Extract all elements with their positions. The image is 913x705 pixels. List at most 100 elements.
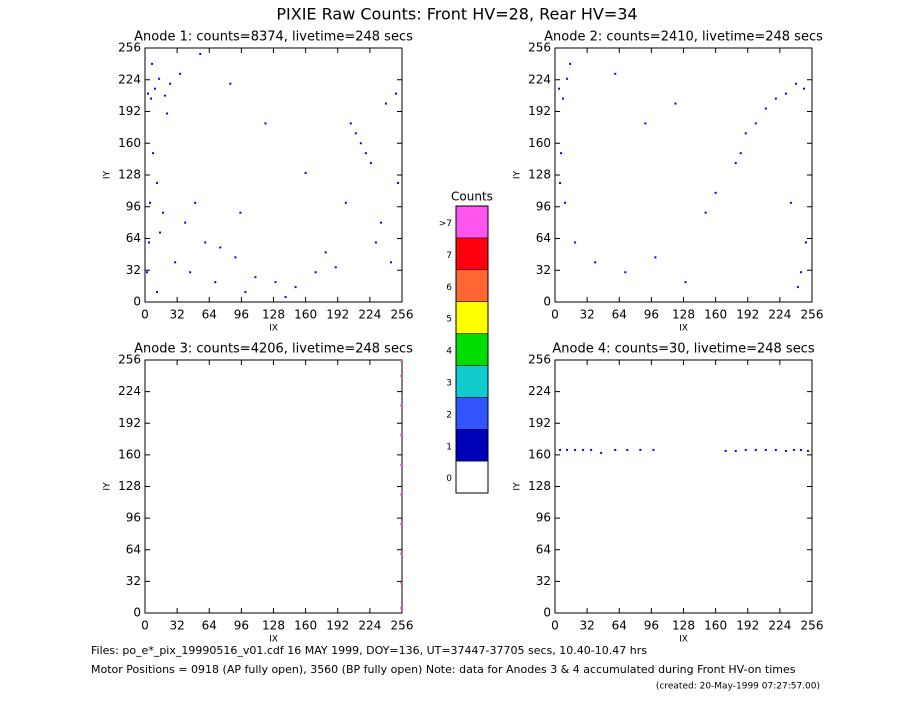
y-axis-label: IY bbox=[103, 482, 113, 491]
color-swatch bbox=[455, 269, 489, 302]
x-tick-label: 0 bbox=[141, 308, 149, 322]
x-tick-label: 0 bbox=[141, 619, 149, 633]
x-tick-label: 32 bbox=[169, 619, 184, 633]
point bbox=[399, 374, 402, 377]
x-tick-label: 192 bbox=[736, 619, 759, 633]
color-swatch bbox=[455, 428, 489, 462]
x-tick-label: 32 bbox=[169, 308, 184, 322]
y-tick-label: 96 bbox=[126, 199, 141, 213]
plot-frame bbox=[144, 47, 403, 303]
point bbox=[794, 82, 797, 85]
point bbox=[379, 221, 382, 224]
point bbox=[654, 256, 657, 259]
y-tick-label: 256 bbox=[118, 353, 141, 367]
x-tick-label: 256 bbox=[801, 619, 824, 633]
point bbox=[614, 72, 617, 75]
color-swatch bbox=[455, 365, 489, 398]
y-axis-label: IY bbox=[513, 170, 523, 179]
point bbox=[166, 112, 169, 115]
y-tick-label: 64 bbox=[536, 542, 551, 556]
point bbox=[304, 172, 307, 175]
y-tick-label: 32 bbox=[536, 263, 551, 277]
y-tick-label: 160 bbox=[528, 136, 551, 150]
point bbox=[594, 261, 597, 264]
y-axis-label: IY bbox=[103, 170, 113, 179]
point bbox=[399, 493, 402, 496]
x-tick-label: 224 bbox=[358, 308, 381, 322]
y-tick-label: 256 bbox=[528, 41, 551, 55]
point bbox=[806, 449, 809, 452]
point bbox=[804, 241, 807, 244]
point bbox=[744, 132, 747, 135]
point bbox=[349, 122, 352, 125]
x-tick-label: 224 bbox=[358, 619, 381, 633]
x-tick-label: 96 bbox=[644, 619, 659, 633]
point bbox=[644, 122, 647, 125]
colorbar-label: 0 bbox=[446, 474, 452, 484]
point bbox=[314, 271, 317, 274]
y-tick-label: 256 bbox=[118, 41, 141, 55]
plot-frame bbox=[554, 359, 813, 614]
point bbox=[399, 552, 402, 555]
x-tick-label: 64 bbox=[202, 619, 217, 633]
point bbox=[774, 97, 777, 100]
point bbox=[147, 92, 150, 95]
point bbox=[684, 281, 687, 284]
point bbox=[399, 463, 402, 466]
colorbar-label: 2 bbox=[446, 410, 452, 420]
y-tick-label: 192 bbox=[528, 104, 551, 118]
point bbox=[399, 359, 402, 362]
x-tick-label: 128 bbox=[262, 619, 285, 633]
x-tick-label: 256 bbox=[391, 308, 414, 322]
point bbox=[189, 271, 192, 274]
point bbox=[156, 291, 159, 294]
point bbox=[564, 201, 567, 204]
point bbox=[359, 142, 362, 145]
point bbox=[754, 448, 757, 451]
point bbox=[784, 92, 787, 95]
point bbox=[229, 82, 232, 85]
x-tick-label: 0 bbox=[551, 308, 559, 322]
point bbox=[156, 181, 159, 184]
point bbox=[799, 448, 802, 451]
y-tick-label: 32 bbox=[126, 263, 141, 277]
point bbox=[174, 261, 177, 264]
y-tick-label: 160 bbox=[528, 447, 551, 461]
point bbox=[744, 448, 747, 451]
point bbox=[239, 211, 242, 214]
x-tick-label: 192 bbox=[326, 308, 349, 322]
x-tick-label: 32 bbox=[579, 308, 594, 322]
x-tick-label: 96 bbox=[644, 308, 659, 322]
plot-frame bbox=[554, 47, 813, 303]
point bbox=[774, 448, 777, 451]
y-tick-label: 160 bbox=[118, 136, 141, 150]
point bbox=[582, 448, 585, 451]
x-tick-label: 160 bbox=[294, 619, 317, 633]
x-tick-label: 32 bbox=[579, 619, 594, 633]
color-swatch bbox=[455, 397, 489, 430]
y-tick-label: 224 bbox=[118, 72, 141, 86]
point bbox=[566, 448, 569, 451]
point bbox=[179, 72, 182, 75]
point bbox=[802, 87, 805, 90]
x-tick-label: 128 bbox=[672, 619, 695, 633]
point bbox=[704, 211, 707, 214]
main-title: PIXIE Raw Counts: Front HV=28, Rear HV=3… bbox=[276, 5, 637, 24]
colorbar-frame bbox=[455, 205, 489, 494]
y-tick-label: 128 bbox=[528, 168, 551, 182]
point bbox=[369, 162, 372, 165]
point bbox=[204, 241, 207, 244]
y-tick-label: 0 bbox=[133, 295, 141, 309]
point bbox=[796, 286, 799, 289]
panel-title: Anode 1: counts=8374, livetime=248 secs bbox=[134, 30, 413, 45]
panel-title: Anode 2: counts=2410, livetime=248 secs bbox=[544, 30, 823, 45]
y-tick-label: 160 bbox=[118, 447, 141, 461]
x-tick-label: 0 bbox=[551, 619, 559, 633]
y-tick-label: 32 bbox=[126, 574, 141, 588]
colorbar-label: >7 bbox=[439, 219, 452, 229]
color-swatch bbox=[455, 237, 489, 271]
x-tick-label: 160 bbox=[704, 619, 727, 633]
point bbox=[149, 201, 152, 204]
point bbox=[764, 448, 767, 451]
